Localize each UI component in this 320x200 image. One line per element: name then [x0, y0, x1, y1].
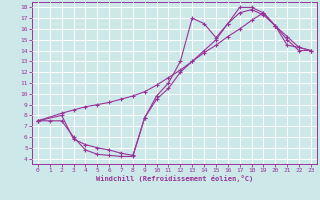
- X-axis label: Windchill (Refroidissement éolien,°C): Windchill (Refroidissement éolien,°C): [96, 175, 253, 182]
